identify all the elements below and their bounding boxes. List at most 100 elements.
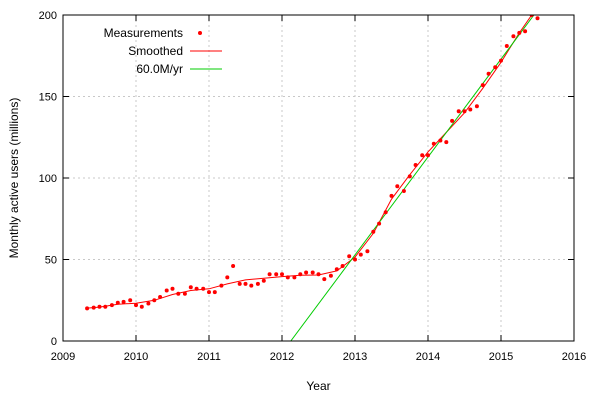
legend-label-smoothed: Smoothed [128, 44, 183, 58]
data-point [493, 65, 498, 70]
data-point [365, 249, 370, 254]
data-point [139, 304, 144, 309]
data-point [134, 303, 138, 308]
data-point [128, 298, 133, 303]
data-point [201, 286, 206, 291]
data-point [280, 272, 284, 277]
data-point [152, 298, 157, 303]
y-tick-label: 100 [39, 173, 57, 185]
data-point [353, 257, 357, 262]
legend-label-measurements: Measurements [104, 26, 183, 40]
data-point [407, 174, 412, 179]
x-tick-label: 2016 [562, 351, 586, 363]
data-point [431, 141, 436, 146]
data-point [377, 221, 382, 226]
data-point [194, 286, 199, 291]
data-point [97, 304, 102, 309]
y-axis-label: Monthly active users (millions) [7, 98, 21, 259]
legend-label-trend: 60.0M/yr [136, 62, 183, 76]
data-point [371, 229, 376, 234]
data-point [231, 264, 236, 268]
series-line-1 [87, 15, 533, 309]
x-tick-label: 2014 [416, 351, 440, 363]
data-point [188, 285, 193, 290]
x-tick-label: 2009 [51, 351, 75, 363]
data-point [176, 291, 181, 296]
x-tick-label: 2010 [124, 351, 148, 363]
data-point [438, 138, 443, 143]
data-point [462, 109, 467, 114]
data-point [158, 295, 163, 299]
x-tick-label: 2011 [197, 351, 221, 363]
data-point [499, 58, 503, 63]
data-point [420, 153, 425, 158]
y-tick-label: 200 [39, 10, 57, 22]
data-point [237, 281, 242, 286]
data-point [334, 267, 339, 272]
data-point [310, 270, 315, 275]
series-layer [85, 15, 540, 341]
data-point [146, 301, 151, 306]
data-point [413, 163, 418, 167]
x-tick-label: 2013 [343, 351, 367, 363]
legend-marker-0 [198, 31, 202, 35]
data-point [450, 118, 455, 123]
data-point [511, 34, 516, 39]
data-point [121, 299, 126, 304]
data-point [456, 109, 461, 114]
data-point [517, 30, 522, 35]
series-line-2 [290, 15, 535, 341]
data-point [109, 303, 114, 308]
data-point [292, 275, 297, 280]
data-point [91, 305, 96, 310]
legend: Measurements Smoothed 60.0M/yr [104, 26, 222, 76]
data-point [322, 277, 327, 282]
data-point [395, 184, 400, 189]
data-point [182, 291, 187, 296]
data-point [243, 281, 248, 286]
data-point [255, 281, 260, 286]
grid-lines [63, 15, 574, 341]
y-tick-label: 50 [45, 255, 57, 267]
data-point [328, 273, 333, 278]
x-tick-label: 2015 [489, 351, 513, 363]
data-point [261, 278, 266, 283]
data-point [164, 288, 169, 293]
data-point [225, 275, 230, 280]
data-point [401, 189, 406, 193]
data-point [219, 283, 224, 288]
data-point [474, 104, 479, 109]
x-axis-label: Year [306, 379, 330, 393]
data-point [115, 300, 120, 305]
data-point [535, 16, 540, 21]
axis-ticks: 2009 2010 2011 2012 2013 2014 2015 2016 0 50 100 15… [39, 10, 587, 363]
data-point [523, 29, 528, 34]
data-point [274, 272, 279, 277]
data-point [170, 286, 175, 291]
data-point [444, 140, 449, 145]
data-point [207, 290, 211, 295]
data-point [480, 83, 485, 88]
data-point [285, 275, 290, 280]
data-point [340, 264, 345, 268]
data-point [358, 252, 363, 257]
data-point [316, 272, 321, 277]
data-point [298, 272, 303, 277]
data-point [85, 306, 90, 311]
x-tick-label: 2012 [270, 351, 294, 363]
data-point [426, 153, 430, 158]
data-point [486, 71, 491, 76]
data-point [347, 254, 352, 259]
y-tick-label: 0 [51, 336, 57, 348]
data-point [103, 304, 108, 309]
data-point [267, 272, 272, 277]
data-point [504, 44, 509, 48]
data-point [249, 283, 254, 288]
data-point [383, 210, 388, 215]
y-tick-label: 150 [39, 92, 57, 104]
data-point [468, 107, 473, 112]
data-point [212, 290, 217, 295]
data-point [389, 193, 394, 198]
data-point [304, 270, 309, 275]
